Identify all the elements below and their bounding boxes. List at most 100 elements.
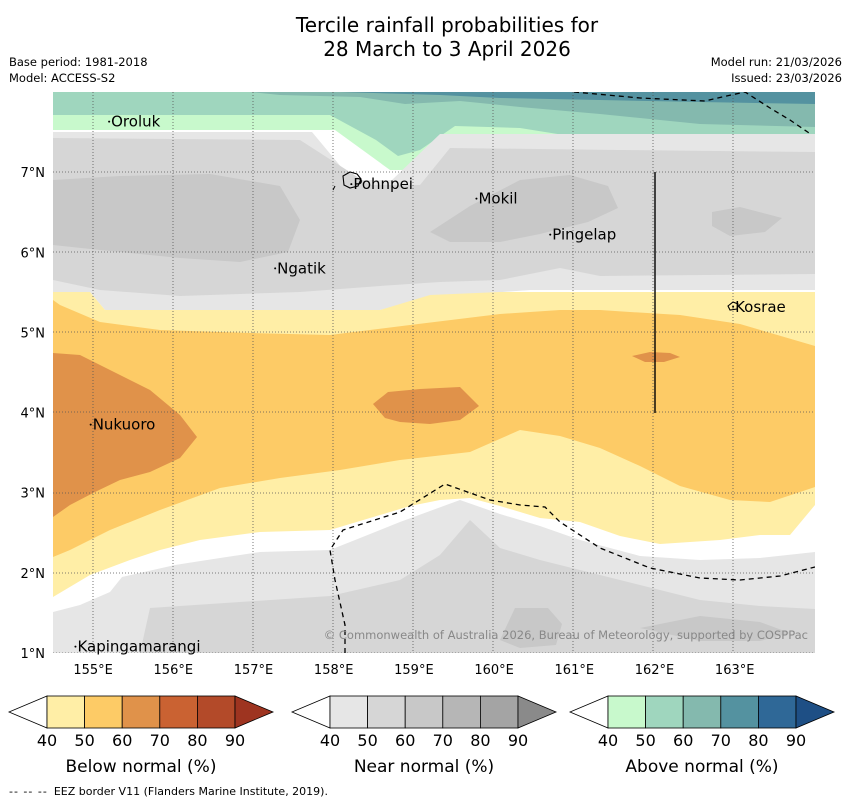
eez-legend-dash: -- -- -- xyxy=(9,785,48,798)
place-marker xyxy=(549,233,552,236)
x-tick-label: 155°E xyxy=(73,663,113,678)
place-marker xyxy=(475,197,478,200)
place-label: Kosrae xyxy=(735,298,786,316)
colorbar-segment xyxy=(196,695,236,729)
near-north-60c-region xyxy=(712,207,782,236)
issued-date: Issued: 23/03/2026 xyxy=(731,71,842,85)
place-marker xyxy=(350,183,353,186)
colorbar-segment xyxy=(479,695,519,729)
colorbar-tick-label: 40 xyxy=(598,731,618,750)
colorbar-2: 40 50 60 70 80 90 Near normal (%) xyxy=(290,695,558,777)
x-tick-label: 157°E xyxy=(234,663,274,678)
x-tick-label: 162°E xyxy=(635,663,675,678)
colorbar-tick-label: 90 xyxy=(508,731,528,750)
place-marker xyxy=(74,645,77,648)
colorbar-segment xyxy=(84,695,123,729)
place-marker xyxy=(732,305,735,308)
near-north-60b-region xyxy=(430,175,618,242)
copyright-text: © Commonwealth of Australia 2026, Bureau… xyxy=(324,628,808,642)
colorbar-segment xyxy=(159,695,198,729)
x-tick-label: 156°E xyxy=(154,663,194,678)
colorbar-max-extend xyxy=(517,695,558,729)
colorbar-segment xyxy=(720,695,759,729)
colorbar-tick-label: 80 xyxy=(187,731,207,750)
axis-tick-labels: 155°E 156°E 157°E 158°E 159°E 160°E 161°E 162°E… xyxy=(21,166,755,678)
colorbar-segment xyxy=(758,695,797,729)
place-label: Pingelap xyxy=(552,226,616,244)
near-south-50-region xyxy=(140,520,815,653)
x-tick-label: 160°E xyxy=(474,663,514,678)
colorbar-tick-label: 70 xyxy=(433,731,453,750)
colorbar-segment xyxy=(329,695,368,729)
y-tick-label: 4°N xyxy=(21,407,46,422)
grid-lines xyxy=(53,92,815,653)
below-60b-region xyxy=(373,387,479,424)
place-marker xyxy=(89,423,92,426)
y-tick-label: 1°N xyxy=(21,647,46,662)
colorbar-segment xyxy=(607,695,646,729)
map-plot-area: © Commonwealth of Australia 2026, Bureau… xyxy=(53,92,815,653)
colorbar-min-extend xyxy=(290,695,331,729)
colorbar-min-extend xyxy=(568,695,609,729)
colorbar-1: 40 50 60 70 80 90 Below normal (%) xyxy=(7,695,275,777)
place-label: Kapingamarangi xyxy=(77,638,200,656)
above-70-region xyxy=(340,92,815,104)
colorbar-max-extend xyxy=(795,695,836,729)
x-tick-label: 163°E xyxy=(715,663,755,678)
y-tick-label: 7°N xyxy=(21,166,46,181)
colorbar-tick-label: 50 xyxy=(357,731,377,750)
colorbar-tick-label: 40 xyxy=(37,731,57,750)
y-tick-label: 6°N xyxy=(21,246,46,261)
colorbar-label: Near normal (%) xyxy=(354,757,494,777)
colorbar-3: 40 50 60 70 80 90 Above normal (%) xyxy=(568,695,836,777)
meta-right: Model run: 21/03/2026 Issued: 23/03/2026 xyxy=(711,54,842,86)
colorbar-segment xyxy=(682,695,722,729)
footer-note: -- -- -- EEZ border V11 (Flanders Marine … xyxy=(9,785,328,798)
x-tick-label: 161°E xyxy=(555,663,595,678)
y-tick-label: 3°N xyxy=(21,487,46,502)
y-tick-label: 5°N xyxy=(21,326,46,341)
colorbar-label: Above normal (%) xyxy=(625,757,778,777)
near-south-60b-region xyxy=(640,616,790,641)
islet-mark xyxy=(332,185,336,191)
model-run: Model run: 21/03/2026 xyxy=(710,55,842,69)
colorbar-segment xyxy=(442,695,481,729)
colorbar-tick-label: 60 xyxy=(673,731,693,750)
colorbar-tick-label: 40 xyxy=(320,731,340,750)
below-60-region xyxy=(53,353,197,517)
title-line-2: 28 March to 3 April 2026 xyxy=(323,37,571,61)
colorbar-segment xyxy=(121,695,161,729)
colorbar-tick-label: 50 xyxy=(635,731,655,750)
colorbar-tick-label: 60 xyxy=(395,731,415,750)
eez-legend-text: EEZ border V11 (Flanders Marine Institut… xyxy=(53,785,328,798)
kosrae-island-shape xyxy=(727,301,739,311)
y-tick-label: 2°N xyxy=(21,567,46,582)
title-line-1: Tercile rainfall probabilities for xyxy=(295,13,599,37)
near-north-60-region xyxy=(53,174,300,262)
colorbar-segment xyxy=(404,695,444,729)
meta-left: Base period: 1981-2018 Model: ACCESS-S2 xyxy=(9,54,148,86)
colorbar-label: Below normal (%) xyxy=(66,757,217,777)
colorbar-tick-label: 80 xyxy=(748,731,768,750)
colorbar-tick-label: 90 xyxy=(786,731,806,750)
model-name: Model: ACCESS-S2 xyxy=(9,71,116,85)
x-tick-label: 159°E xyxy=(394,663,434,678)
place-labels: Oroluk Pohnpei Mokil Pingelap Ngatik Kosrae Nu… xyxy=(74,113,786,656)
colorbar-segment xyxy=(645,695,684,729)
colorbar-tick-label: 80 xyxy=(470,731,490,750)
colorbar-segment xyxy=(46,695,85,729)
place-label: Mokil xyxy=(478,190,517,208)
base-period: Base period: 1981-2018 xyxy=(9,55,148,69)
colorbar-tick-label: 70 xyxy=(150,731,170,750)
colorbar-tick-label: 50 xyxy=(74,731,94,750)
place-label: Oroluk xyxy=(111,113,160,131)
pohnpei-island-shape xyxy=(342,171,362,189)
place-label: Nukuoro xyxy=(93,416,156,434)
colorbar-segment xyxy=(367,695,406,729)
x-tick-label: 158°E xyxy=(314,663,354,678)
colorbar-max-extend xyxy=(234,695,275,729)
place-marker xyxy=(108,120,111,123)
place-label: Ngatik xyxy=(277,259,326,277)
colorbar-tick-label: 70 xyxy=(711,731,731,750)
